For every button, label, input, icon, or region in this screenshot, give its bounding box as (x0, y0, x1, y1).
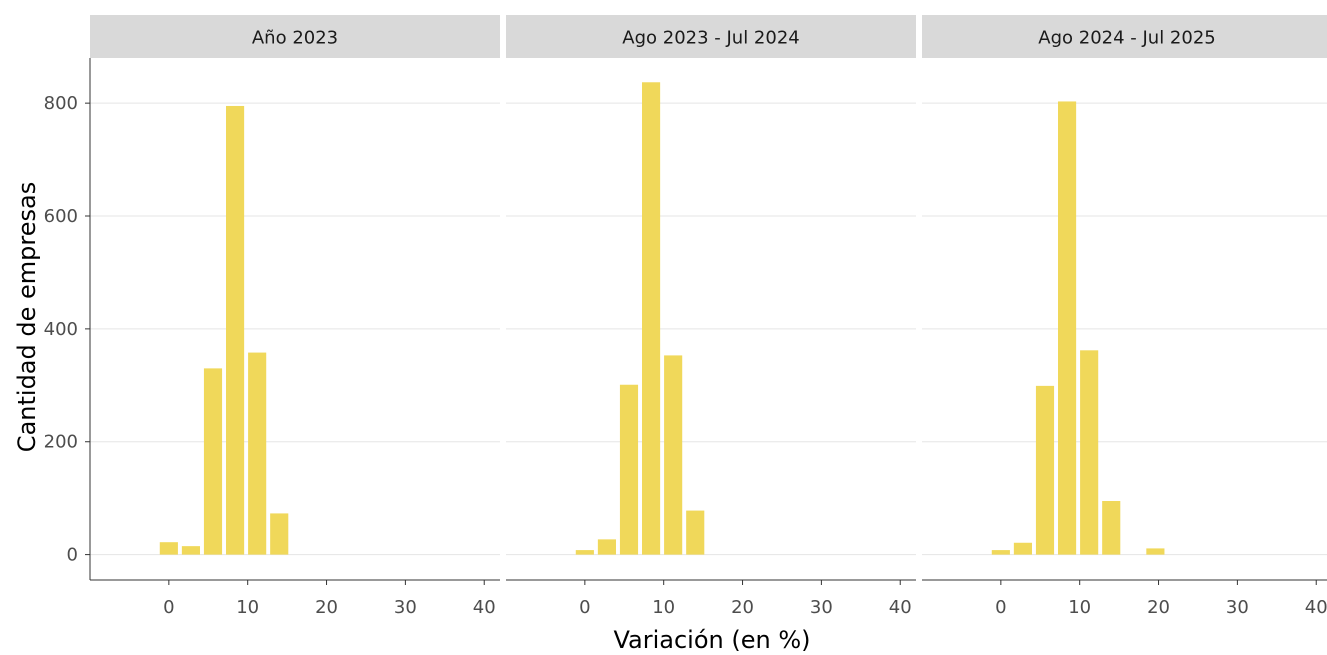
y-tick-label: 600 (44, 206, 78, 227)
bar-3-7 (1146, 548, 1165, 555)
y-tick-label: 800 (44, 93, 78, 114)
y-tick-label: 0 (67, 545, 78, 566)
bar-3-4 (1058, 101, 1077, 555)
x-tick-label: 20 (731, 597, 754, 618)
bar-2-1 (575, 550, 594, 555)
x-tick-label: 30 (810, 597, 833, 618)
x-tick-label: 0 (579, 597, 590, 618)
bar-2-4 (642, 82, 661, 555)
bar-2-6 (686, 510, 705, 555)
bar-3-6 (1102, 500, 1121, 555)
x-tick-label: 10 (236, 597, 259, 618)
x-axis-title: Variación (en %) (613, 626, 810, 654)
panel-strip (922, 15, 1327, 58)
bar-2-3 (619, 384, 639, 555)
panel-strip (90, 15, 500, 58)
panel-3: Ago 2024 - Jul 2025 0 10 20 30 40 (922, 15, 1327, 618)
x-tick-label: 20 (1147, 597, 1170, 618)
panel-2: Ago 2023 - Jul 2024 0 10 20 30 40 (506, 15, 916, 618)
bar-2-2 (597, 539, 616, 555)
bar-3-2 (1013, 542, 1032, 555)
x-tick-label: 0 (163, 597, 174, 618)
x-tick-label: 30 (394, 597, 417, 618)
panel-title: Ago 2023 - Jul 2024 (622, 28, 799, 49)
bar-3-1 (991, 550, 1010, 555)
bar-1-2 (181, 546, 200, 555)
x-tick-label: 30 (1226, 597, 1249, 618)
bar-1-4 (226, 105, 245, 555)
x-tick-label: 40 (1305, 597, 1327, 618)
x-tick-label: 10 (1068, 597, 1091, 618)
bar-1-5 (248, 352, 267, 555)
y-tick-label: 400 (44, 319, 78, 340)
bar-1-6 (270, 513, 289, 555)
y-tick-label: 200 (44, 432, 78, 453)
panel-title: Ago 2024 - Jul 2025 (1038, 28, 1215, 49)
x-tick-label: 40 (889, 597, 912, 618)
x-tick-label: 40 (473, 597, 496, 618)
bar-3-5 (1080, 350, 1099, 555)
y-axis-title: Cantidad de empresas (13, 182, 41, 452)
x-tick-label: 10 (652, 597, 675, 618)
x-tick-label: 20 (315, 597, 338, 618)
x-tick-label: 0 (995, 597, 1006, 618)
bar-1-3 (203, 368, 223, 555)
panel-strip (506, 15, 916, 58)
panel-title: Año 2023 (252, 28, 338, 49)
bar-3-3 (1035, 385, 1055, 555)
bar-2-5 (664, 355, 683, 555)
bar-1-1 (159, 542, 178, 555)
